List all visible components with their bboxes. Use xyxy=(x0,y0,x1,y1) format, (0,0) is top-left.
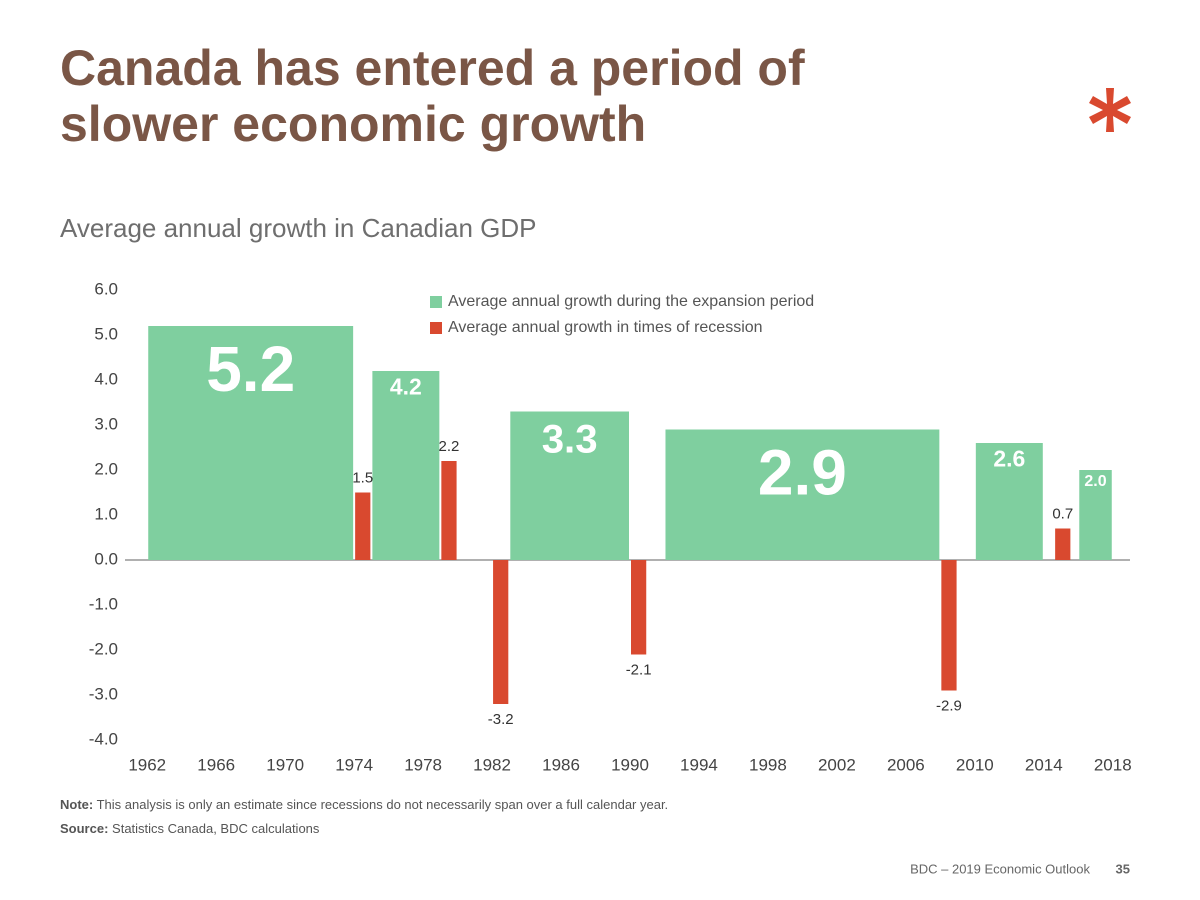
legend-swatch xyxy=(430,322,442,334)
y-tick-label: 1.0 xyxy=(94,504,118,523)
title-box: Canada has entered a period of slower ec… xyxy=(60,40,805,152)
bar xyxy=(355,492,371,560)
logo xyxy=(1089,88,1131,132)
note: Note: This analysis is only an estimate … xyxy=(60,797,668,812)
bar xyxy=(631,560,647,655)
value-label: -3.2 xyxy=(488,711,514,728)
value-label: 2.0 xyxy=(1084,473,1106,490)
x-tick-label: 1986 xyxy=(542,755,580,774)
bar xyxy=(1055,528,1071,560)
y-tick-label: 3.0 xyxy=(94,414,118,433)
page-number: 35 xyxy=(1116,861,1130,876)
x-tick-label: 1970 xyxy=(266,755,304,774)
y-tick-label: -3.0 xyxy=(89,684,118,703)
bar xyxy=(148,326,354,560)
y-tick-label: 2.0 xyxy=(94,459,118,478)
source-label: Source: xyxy=(60,821,108,836)
legend-label: Average annual growth in times of recess… xyxy=(448,319,763,336)
x-tick-label: 2014 xyxy=(1025,755,1063,774)
y-tick-label: -4.0 xyxy=(89,729,118,748)
x-tick-label: 2002 xyxy=(818,755,856,774)
value-label: -2.1 xyxy=(626,661,652,678)
legend-label: Average annual growth during the expansi… xyxy=(448,293,814,310)
x-tick-label: 1966 xyxy=(197,755,235,774)
value-label: 4.2 xyxy=(390,373,422,399)
x-tick-label: 2010 xyxy=(956,755,994,774)
bar xyxy=(941,560,957,691)
bar xyxy=(493,560,509,704)
value-label: 0.7 xyxy=(1052,505,1073,522)
x-tick-label: 1994 xyxy=(680,755,718,774)
bar xyxy=(665,429,940,560)
bar xyxy=(975,443,1043,560)
value-label: 3.3 xyxy=(542,416,598,461)
value-label: 5.2 xyxy=(206,333,295,405)
x-tick-label: 2006 xyxy=(887,755,925,774)
y-tick-label: 6.0 xyxy=(94,279,118,298)
logo-asterisk xyxy=(1089,88,1131,132)
value-label: 2.2 xyxy=(439,438,460,455)
source: Source: Statistics Canada, BDC calculati… xyxy=(60,821,320,836)
bar xyxy=(510,411,629,560)
bar xyxy=(1079,470,1112,560)
y-tick-label: 5.0 xyxy=(94,324,118,343)
bar xyxy=(372,371,440,560)
value-label: -2.9 xyxy=(936,697,962,714)
x-tick-label: 1990 xyxy=(611,755,649,774)
chart-title: Canada has entered a period of slower ec… xyxy=(60,40,805,152)
bar xyxy=(441,461,457,560)
x-tick-label: 2018 xyxy=(1094,755,1132,774)
source-text: Statistics Canada, BDC calculations xyxy=(112,821,320,836)
x-tick-label: 1978 xyxy=(404,755,442,774)
note-text: This analysis is only an estimate since … xyxy=(97,797,669,812)
x-tick-label: 1974 xyxy=(335,755,373,774)
y-tick-label: 0.0 xyxy=(94,549,118,568)
y-tick-label: -2.0 xyxy=(89,639,118,658)
footer: BDC – 2019 Economic Outlook xyxy=(910,861,1090,876)
note-label: Note: xyxy=(60,797,93,812)
x-tick-label: 1962 xyxy=(128,755,166,774)
value-label: 1.5 xyxy=(352,469,373,486)
y-tick-label: -1.0 xyxy=(89,594,118,613)
legend-swatch xyxy=(430,296,442,308)
y-tick-label: 4.0 xyxy=(94,369,118,388)
value-label: 2.6 xyxy=(993,445,1025,471)
value-label: 2.9 xyxy=(758,436,847,508)
chart-subtitle: Average annual growth in Canadian GDP xyxy=(60,213,537,243)
x-tick-label: 1982 xyxy=(473,755,511,774)
x-tick-label: 1998 xyxy=(749,755,787,774)
